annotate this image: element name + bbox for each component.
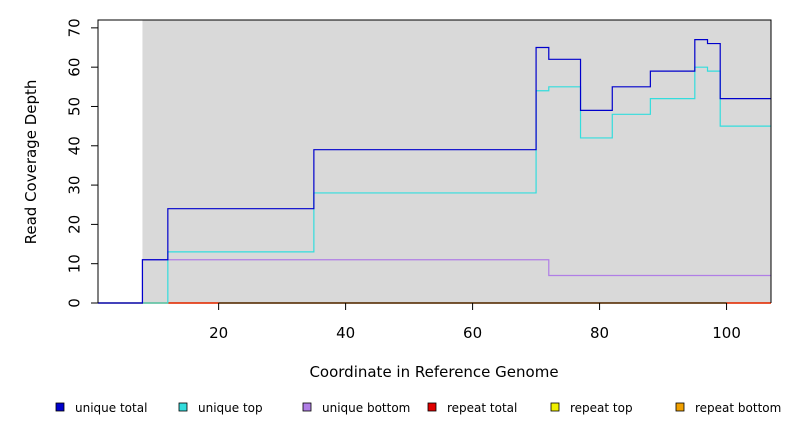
legend-label: repeat total xyxy=(447,401,517,415)
x-tick-label: 100 xyxy=(712,324,741,342)
x-axis-title: Coordinate in Reference Genome xyxy=(309,363,558,381)
legend-item-repeat-total: repeat total xyxy=(427,401,517,415)
legend-label: repeat top xyxy=(570,401,633,415)
series-line-unique-top xyxy=(98,66,771,304)
legend-swatch xyxy=(675,402,685,412)
x-tick-label: 20 xyxy=(209,324,228,342)
y-tick-label: 60 xyxy=(65,58,83,77)
y-tick-label: 10 xyxy=(65,254,83,273)
legend-swatch xyxy=(427,402,437,412)
legend-swatch xyxy=(302,402,312,412)
legend-label: repeat bottom xyxy=(695,401,781,415)
shaded-region xyxy=(142,20,772,303)
legend-swatch xyxy=(55,402,65,412)
x-tick-label: 60 xyxy=(463,324,482,342)
series-line-unique-total xyxy=(98,39,771,304)
y-axis-title: Read Coverage Depth xyxy=(22,80,40,245)
legend-swatch xyxy=(550,402,560,412)
y-axis: 0 10 20 30 40 50 60 70 xyxy=(65,18,99,308)
y-tick-label: 30 xyxy=(65,176,83,195)
legend-label: unique top xyxy=(198,401,263,415)
x-axis: 20 40 60 80 100 xyxy=(209,302,741,342)
y-tick-label: 0 xyxy=(65,298,83,308)
y-tick-label: 20 xyxy=(65,215,83,234)
legend-label: unique total xyxy=(75,401,147,415)
x-tick-label: 80 xyxy=(590,324,609,342)
plot-background xyxy=(142,20,772,303)
legend-label: unique bottom xyxy=(322,401,410,415)
legend-item-unique-total: unique total xyxy=(55,401,147,415)
legend-item-repeat-top: repeat top xyxy=(550,401,633,415)
legend-item-unique-bottom: unique bottom xyxy=(302,401,410,415)
y-tick-label: 40 xyxy=(65,136,83,155)
legend-item-unique-top: unique top xyxy=(178,401,263,415)
legend-swatch xyxy=(178,402,188,412)
legend-item-repeat-bottom: repeat bottom xyxy=(675,401,781,415)
legend: unique total unique top unique bottom repea… xyxy=(55,401,781,415)
x-tick-label: 40 xyxy=(336,324,355,342)
y-tick-label: 70 xyxy=(65,18,83,37)
y-tick-label: 50 xyxy=(65,97,83,116)
